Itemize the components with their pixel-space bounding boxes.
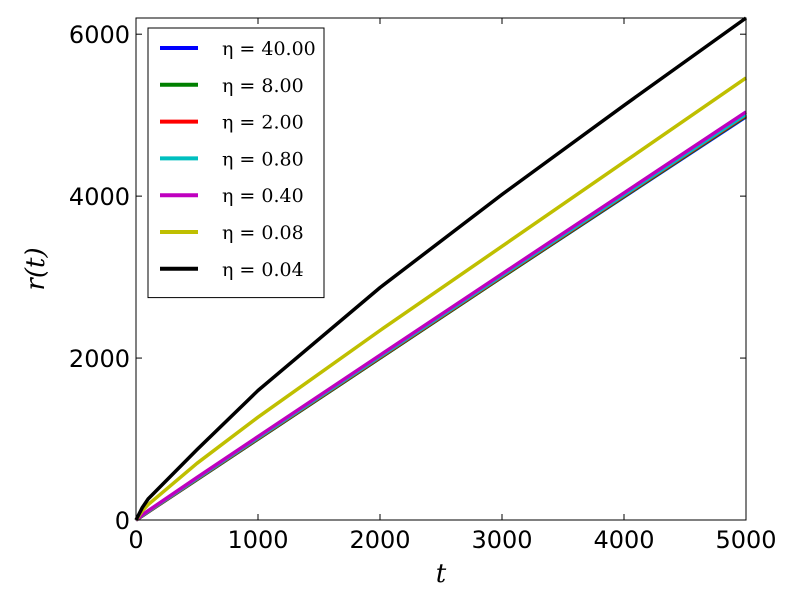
ticks-layer: 0 1000 2000 3000 4000 5000 0 2000 4000 6000: [69, 18, 777, 554]
y-tick-label: 0: [115, 507, 130, 535]
series-line-6: [134, 16, 748, 521]
series-layer: [134, 16, 748, 522]
series-line-4: [134, 110, 747, 522]
legend-label-4: η = 0.40: [222, 185, 304, 207]
x-tick-label: 4000: [593, 526, 654, 554]
y-axis-label: r(t): [21, 247, 51, 290]
legend-label-3: η = 0.80: [222, 148, 304, 170]
y-tick-label: 2000: [69, 345, 130, 373]
y-tick-label: 4000: [69, 183, 130, 211]
x-axis-label: t: [436, 559, 447, 589]
legend-label-1: η = 8.00: [222, 75, 304, 97]
legend-box: [147, 27, 325, 299]
legend-label-5: η = 0.08: [222, 222, 304, 244]
plot-frame: [135, 17, 747, 521]
legend-label-0: η = 40.00: [222, 38, 316, 60]
x-tick-label: 2000: [349, 526, 410, 554]
y-tick-label: 6000: [69, 21, 130, 49]
x-tick-label: 1000: [227, 526, 288, 554]
x-tick-label: 3000: [471, 526, 532, 554]
legend-label-6: η = 0.04: [222, 259, 304, 281]
series-line-5: [134, 76, 747, 521]
x-tick-label: 0: [128, 526, 143, 554]
legend: η = 40.00 η = 8.00 η = 2.00 η = 0.80 η = 0.4…: [147, 27, 325, 299]
legend-label-2: η = 2.00: [222, 112, 304, 134]
x-tick-label: 5000: [715, 526, 776, 554]
